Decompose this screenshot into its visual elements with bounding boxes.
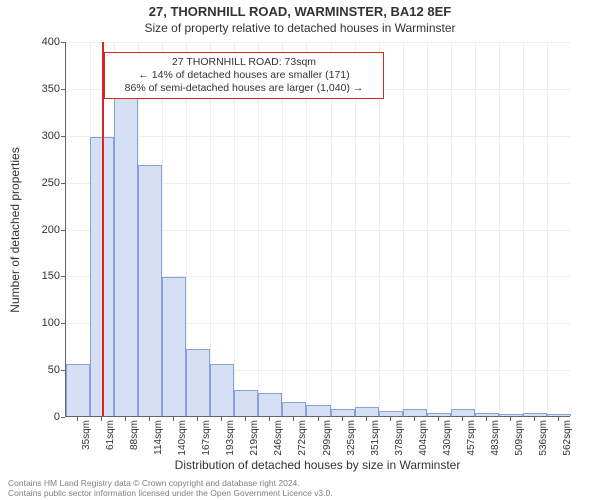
x-tick-mark <box>390 417 391 421</box>
y-tick-label: 200 <box>10 224 60 236</box>
y-tick-mark <box>61 323 65 324</box>
x-tick-mark <box>197 417 198 421</box>
histogram-bar <box>258 393 282 416</box>
histogram-bar <box>186 349 210 417</box>
y-tick-mark <box>61 42 65 43</box>
histogram-bar <box>138 165 162 416</box>
x-tick-mark <box>77 417 78 421</box>
gridline-h <box>66 42 570 43</box>
x-tick-mark <box>462 417 463 421</box>
chart-title-sub: Size of property relative to detached ho… <box>0 21 600 35</box>
y-tick-mark <box>61 230 65 231</box>
x-tick-mark <box>318 417 319 421</box>
x-tick-mark <box>245 417 246 421</box>
x-tick-mark <box>149 417 150 421</box>
y-tick-mark <box>61 136 65 137</box>
histogram-bar <box>234 390 258 416</box>
y-tick-label: 0 <box>10 411 60 423</box>
x-tick-mark <box>534 417 535 421</box>
gridline-v <box>547 42 548 416</box>
callout-line-3: 86% of semi-detached houses are larger (… <box>111 82 377 95</box>
x-tick-mark <box>510 417 511 421</box>
x-tick-mark <box>366 417 367 421</box>
histogram-bar <box>210 364 234 416</box>
x-axis-label: Distribution of detached houses by size … <box>65 458 570 472</box>
histogram-bar <box>162 277 186 416</box>
gridline-v <box>403 42 404 416</box>
x-tick-mark <box>486 417 487 421</box>
property-callout-box: 27 THORNHILL ROAD: 73sqm ← 14% of detach… <box>104 52 384 99</box>
histogram-bar <box>547 414 571 416</box>
x-tick-mark <box>101 417 102 421</box>
y-tick-mark <box>61 276 65 277</box>
y-tick-label: 150 <box>10 270 60 282</box>
x-tick-mark <box>125 417 126 421</box>
y-tick-mark <box>61 417 65 418</box>
callout-line-2: ← 14% of detached houses are smaller (17… <box>111 69 377 82</box>
y-tick-mark <box>61 89 65 90</box>
y-tick-label: 400 <box>10 36 60 48</box>
histogram-bar <box>331 409 355 417</box>
gridline-v <box>427 42 428 416</box>
x-tick-mark <box>438 417 439 421</box>
x-tick-mark <box>293 417 294 421</box>
histogram-bar <box>355 407 379 416</box>
histogram-bar <box>451 409 475 417</box>
footer-line-1: Contains HM Land Registry data © Crown c… <box>8 478 333 488</box>
gridline-v <box>523 42 524 416</box>
y-tick-label: 100 <box>10 317 60 329</box>
histogram-bar <box>379 411 403 416</box>
y-tick-label: 50 <box>10 364 60 376</box>
y-tick-label: 350 <box>10 83 60 95</box>
histogram-bar <box>114 88 138 416</box>
x-tick-mark <box>269 417 270 421</box>
gridline-v <box>499 42 500 416</box>
x-tick-mark <box>173 417 174 421</box>
histogram-bar <box>306 405 330 416</box>
x-tick-mark <box>342 417 343 421</box>
histogram-bar <box>403 409 427 417</box>
y-tick-label: 300 <box>10 130 60 142</box>
gridline-h <box>66 136 570 137</box>
x-tick-mark <box>414 417 415 421</box>
histogram-bar <box>499 414 523 416</box>
callout-line-1: 27 THORNHILL ROAD: 73sqm <box>111 56 377 69</box>
histogram-bar <box>427 413 451 416</box>
histogram-bar <box>475 413 499 416</box>
histogram-figure: 27, THORNHILL ROAD, WARMINSTER, BA12 8EF… <box>0 0 600 500</box>
x-tick-mark <box>558 417 559 421</box>
attribution-footer: Contains HM Land Registry data © Crown c… <box>8 478 333 498</box>
chart-title-main: 27, THORNHILL ROAD, WARMINSTER, BA12 8EF <box>0 4 600 19</box>
histogram-bar <box>282 402 306 416</box>
y-tick-mark <box>61 183 65 184</box>
histogram-bar <box>523 413 547 416</box>
histogram-bar <box>66 364 90 416</box>
x-tick-mark <box>221 417 222 421</box>
gridline-v <box>451 42 452 416</box>
y-tick-mark <box>61 370 65 371</box>
gridline-v <box>475 42 476 416</box>
y-tick-label: 250 <box>10 177 60 189</box>
footer-line-2: Contains public sector information licen… <box>8 488 333 498</box>
